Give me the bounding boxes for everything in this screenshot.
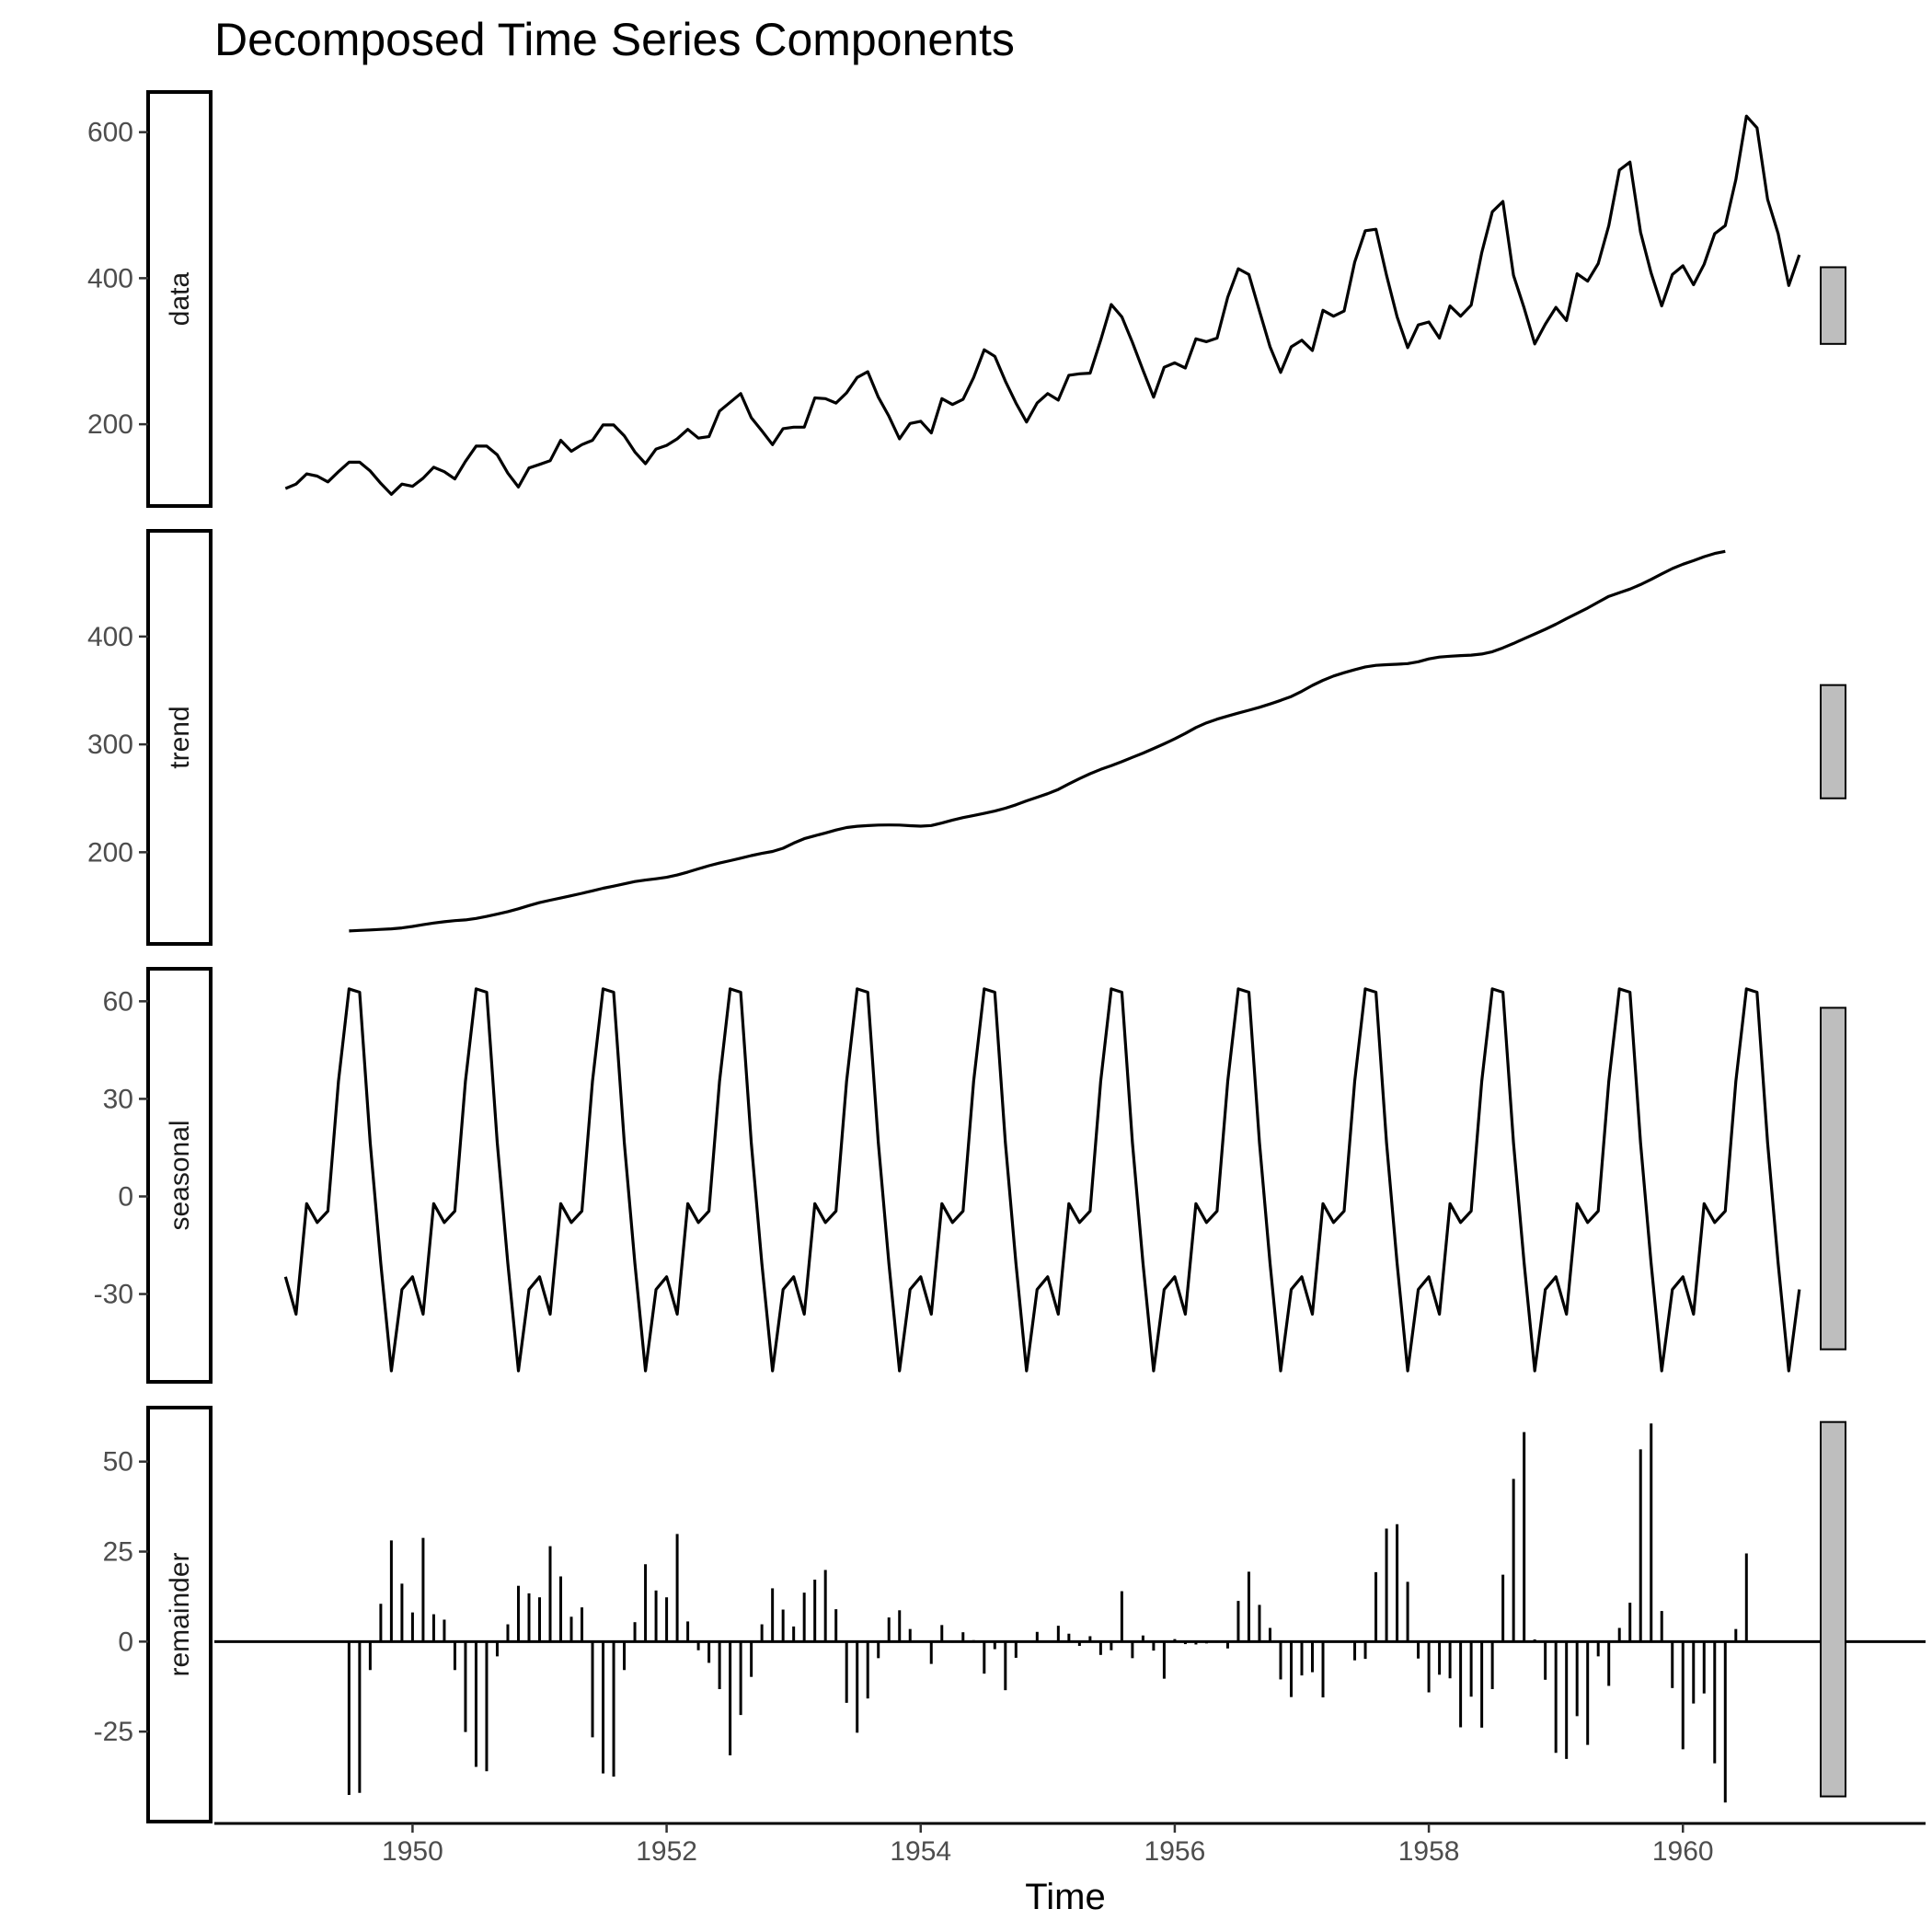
y-tick-label: -30	[94, 1280, 133, 1310]
x-tick-label: 1960	[1652, 1836, 1714, 1867]
x-tick-label: 1952	[636, 1836, 697, 1867]
panel-seasonal: seasonal -30 0 30 60	[94, 967, 1846, 1384]
series-line-seasonal	[283, 987, 1801, 1373]
y-tick-label: 300	[87, 730, 133, 760]
x-tick-label: 1958	[1398, 1836, 1460, 1867]
range-bar-trend	[1820, 684, 1846, 799]
y-tick-label: 30	[103, 1084, 133, 1114]
y-tick-label: 25	[103, 1537, 133, 1568]
x-tick-label: 1950	[382, 1836, 443, 1867]
x-tick-label: 1956	[1144, 1836, 1206, 1867]
x-axis: 1950 1952 1954 1956 1958 1960	[214, 1822, 1926, 1867]
y-tick-label: -25	[94, 1717, 133, 1747]
chart-title: Decomposed Time Series Components	[214, 14, 1015, 65]
y-tick-label: 60	[103, 986, 133, 1017]
y-tick-label: 400	[87, 263, 133, 293]
panel-remainder: remainder -25 0 25 50	[94, 1406, 1926, 1823]
strip-label-data: data	[165, 271, 195, 326]
strip-label-remainder: remainder	[165, 1552, 195, 1676]
y-tick-label: 400	[87, 622, 133, 652]
strip-label-trend: trend	[165, 706, 195, 768]
panel-data: data 200 400 600	[87, 90, 1846, 508]
y-tick-label: 0	[118, 1181, 133, 1212]
y-tick-label: 50	[103, 1447, 133, 1478]
x-tick-label: 1954	[890, 1836, 951, 1867]
series-line-trend	[349, 549, 1726, 933]
strip-box-trend	[146, 529, 213, 946]
y-tick-label: 0	[118, 1627, 133, 1657]
range-bar-remainder	[1820, 1420, 1846, 1798]
x-axis-title: Time	[1025, 1877, 1105, 1917]
y-tick-label: 200	[87, 409, 133, 440]
panel-trend: trend 200 300 400	[87, 529, 1846, 946]
range-bar-seasonal	[1820, 1006, 1846, 1351]
strip-box-seasonal	[146, 967, 213, 1384]
y-tick-label: 200	[87, 837, 133, 868]
range-bar-data	[1820, 266, 1846, 345]
strip-label-seasonal: seasonal	[165, 1120, 195, 1230]
strip-box-remainder	[146, 1406, 213, 1823]
panels-group: data200400600trend200300400seasonal-3003…	[87, 90, 1926, 1823]
y-tick-label: 600	[87, 118, 133, 148]
series-line-data	[284, 114, 1801, 496]
